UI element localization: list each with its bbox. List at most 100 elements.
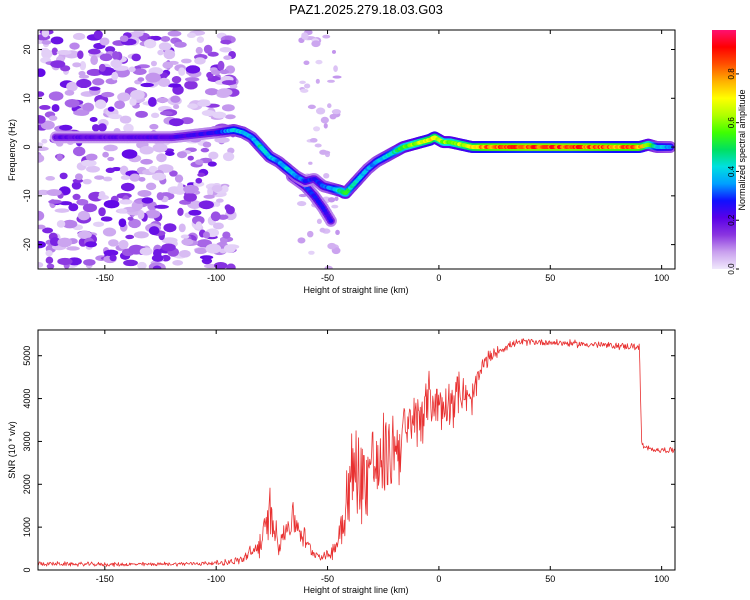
heatmap-cell [118, 239, 129, 250]
heatmap-cell [140, 82, 154, 88]
heatmap-cell [92, 221, 105, 227]
heatmap-cell [327, 242, 337, 250]
colorbar-tick-label: 0.6 [727, 117, 736, 129]
heatmap-cell [46, 263, 55, 269]
snr-panel: -150 -100 -50 0 50 100 010002000300040005000 … [7, 329, 676, 595]
heatmap-cell [107, 156, 115, 162]
heatmap-cell [108, 113, 123, 120]
heatmap-cell [335, 229, 340, 235]
heatmap-cell [98, 207, 106, 217]
heatmap-cell [327, 103, 332, 109]
heatmap-cell [160, 36, 171, 42]
heatmap-cell [196, 36, 205, 43]
heatmap-cell [48, 91, 64, 101]
heatmap-cell [307, 104, 316, 110]
heatmap-cell [201, 109, 216, 117]
heatmap-cell [300, 88, 309, 93]
heatmap-cell [101, 91, 115, 98]
heatmap-cell [221, 185, 229, 193]
y-tick-label: -20 [22, 238, 32, 251]
heatmap-cell [87, 48, 101, 55]
heatmap-cell [139, 145, 154, 155]
heatmap-cell [222, 231, 231, 239]
heatmap-cell [207, 186, 214, 197]
heatmap-cell [323, 172, 330, 179]
heatmap-cell [117, 208, 128, 214]
heatmap-cell [94, 99, 107, 110]
heatmap-cell [129, 173, 141, 182]
heatmap-cell [176, 151, 188, 159]
heatmap-cell [118, 218, 127, 228]
heatmap-cell [194, 57, 206, 65]
heatmap-cell [109, 254, 117, 262]
heatmap-cell [163, 223, 177, 233]
heatmap-cell [315, 59, 323, 65]
heatmap-cell [197, 100, 211, 107]
heatmap-cell [299, 80, 306, 85]
heatmap-cell [172, 260, 184, 266]
heatmap-cell [81, 159, 97, 167]
heatmap-cell [162, 61, 174, 69]
heatmap-cell [98, 63, 106, 72]
heatmap-cell [197, 172, 206, 177]
heatmap-cell [38, 146, 49, 151]
heatmap-cell [119, 35, 129, 42]
heatmap-cell [137, 77, 145, 82]
heatmap-cell [186, 32, 196, 39]
heatmap-cell [107, 106, 115, 112]
heatmap-cell [41, 40, 52, 45]
heatmap-cell [174, 174, 184, 183]
heatmap-cell [222, 152, 235, 162]
heatmap-cell [329, 113, 337, 120]
heatmap-cell [150, 35, 162, 41]
heatmap-cell [143, 38, 157, 49]
heatmap-cell [331, 49, 337, 54]
heatmap-cell [123, 259, 138, 267]
heatmap-cell [145, 209, 161, 219]
heatmap-cell [85, 241, 97, 248]
heatmap-cell [154, 204, 169, 209]
heatmap-cell [187, 103, 198, 109]
heatmap-cell [100, 216, 113, 222]
heatmap-cell [221, 104, 235, 112]
x-tick-label: -100 [207, 273, 225, 283]
heatmap-cell [195, 159, 204, 165]
heatmap-cell [112, 51, 120, 60]
heatmap-cell [140, 158, 153, 165]
spectrogram-y-label: Frequency (Hz) [7, 119, 17, 181]
heatmap-cell [38, 154, 45, 163]
heatmap-cell [94, 175, 105, 180]
heatmap-cell [92, 124, 100, 132]
heatmap-cell [38, 224, 46, 230]
heatmap-cell [133, 231, 149, 239]
heatmap-cell [221, 80, 237, 86]
heatmap-cell [301, 32, 309, 40]
heatmap-cell [48, 199, 63, 204]
y-tick-label: -10 [22, 189, 32, 202]
colorbar-label: Normalized spectral amplitude [737, 89, 747, 210]
heatmap-cell [120, 182, 135, 192]
heatmap-cell [211, 184, 223, 193]
heatmap-cell [86, 68, 103, 77]
heatmap-cell [137, 190, 152, 197]
heatmap-cell [314, 143, 322, 148]
heatmap-cell [98, 191, 106, 199]
heatmap-cell [82, 178, 92, 185]
heatmap-cell [212, 222, 224, 230]
heatmap-cell [319, 227, 326, 233]
heatmap-cell [320, 116, 329, 124]
heatmap-cell [139, 247, 153, 256]
heatmap-cell [135, 110, 148, 118]
heatmap-cell [178, 249, 191, 258]
y-tick-label: 20 [22, 45, 32, 55]
heatmap-cell [141, 197, 154, 204]
heatmap-cell [59, 124, 73, 131]
heatmap-cell [64, 89, 75, 96]
heatmap-cell [311, 40, 321, 48]
spectrogram-x-label: Height of straight line (km) [303, 285, 408, 295]
heatmap-cell [131, 53, 141, 62]
heatmap-cell [129, 97, 137, 106]
heatmap-cell [203, 263, 217, 269]
colorbar-tick-label: 0.4 [727, 165, 736, 177]
heatmap-cell [77, 230, 92, 239]
